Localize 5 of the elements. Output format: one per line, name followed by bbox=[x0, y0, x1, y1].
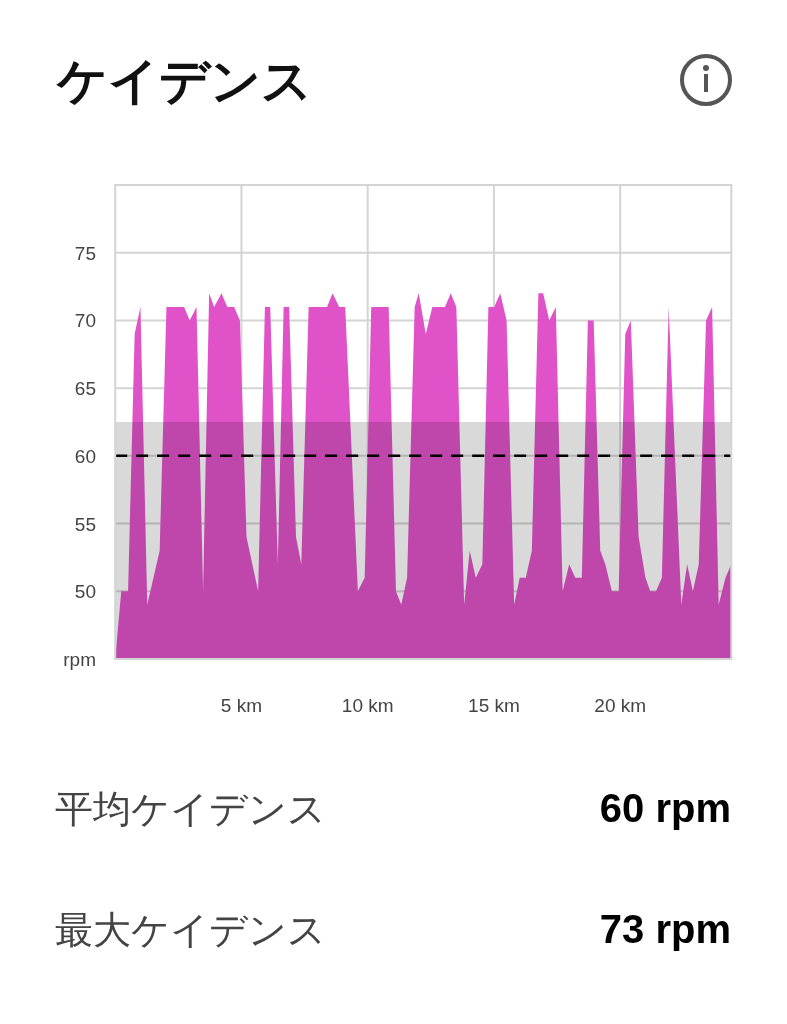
annotation: 73 rpm bbox=[599, 907, 731, 951]
annotation: 最大ケイデンス bbox=[55, 908, 326, 952]
annotation: 60 rpm bbox=[599, 786, 731, 830]
title: ケイデンス bbox=[57, 52, 312, 110]
annotation: 平均ケイデンス bbox=[55, 787, 326, 831]
